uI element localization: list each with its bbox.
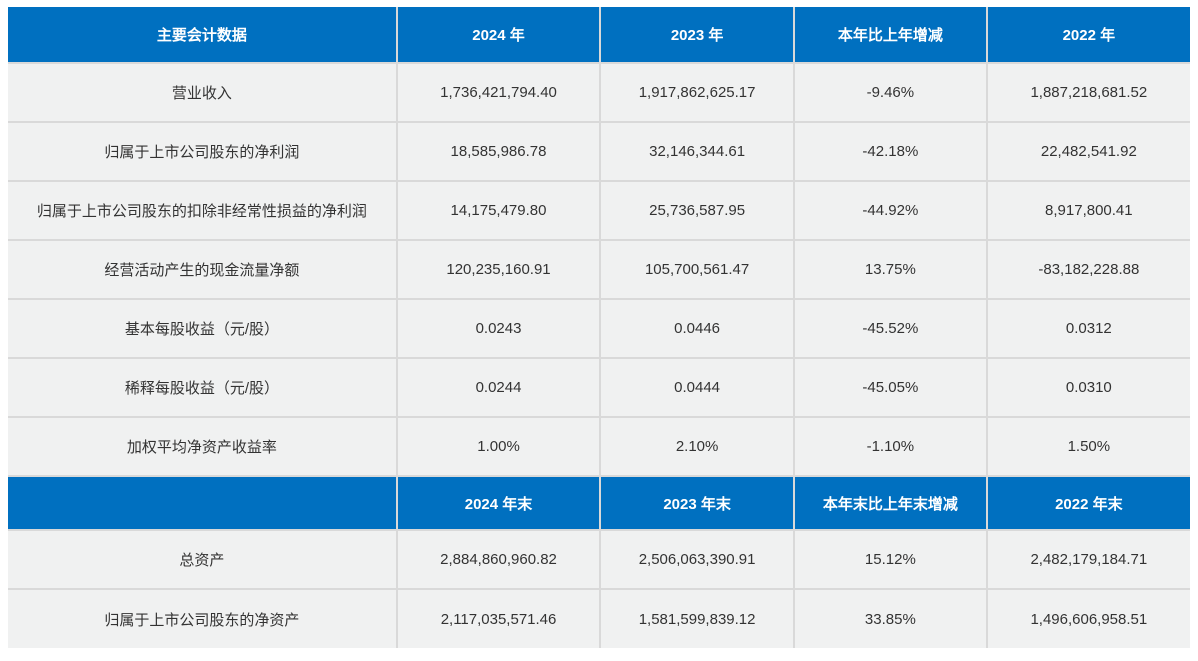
header-cell-2024-end: 2024 年末 bbox=[395, 475, 602, 531]
value-cell-2023: 25,736,587.95 bbox=[599, 180, 796, 241]
table-row-total-assets: 总资产 2,884,860,960.82 2,506,063,390.91 15… bbox=[8, 529, 1190, 590]
header-cell-2022-end: 2022 年末 bbox=[985, 475, 1190, 531]
year-end-header-row: 2024 年末 2023 年末 本年末比上年末增减 2022 年末 bbox=[8, 475, 1190, 531]
value-cell-2022: 8,917,800.41 bbox=[985, 180, 1190, 241]
row-label-cell: 归属于上市公司股东的净利润 bbox=[8, 121, 398, 182]
header-cell-empty bbox=[8, 475, 398, 531]
value-cell-2024: 120,235,160.91 bbox=[395, 239, 602, 300]
row-label-cell: 归属于上市公司股东的扣除非经常性损益的净利润 bbox=[8, 180, 398, 241]
value-cell-2024: 2,117,035,571.46 bbox=[395, 588, 602, 648]
row-label-cell: 基本每股收益（元/股） bbox=[8, 298, 398, 359]
row-label-cell: 加权平均净资产收益率 bbox=[8, 416, 398, 477]
value-cell-change: -45.52% bbox=[793, 298, 988, 359]
value-cell-2024: 0.0244 bbox=[395, 357, 602, 418]
value-cell-change: -42.18% bbox=[793, 121, 988, 182]
row-label-cell: 总资产 bbox=[8, 529, 398, 590]
value-cell-2022: -83,182,228.88 bbox=[985, 239, 1190, 300]
value-cell-2024: 1,736,421,794.40 bbox=[395, 62, 602, 123]
value-cell-2023: 0.0446 bbox=[599, 298, 796, 359]
value-cell-2022: 1,887,218,681.52 bbox=[985, 62, 1190, 123]
value-cell-2024: 2,884,860,960.82 bbox=[395, 529, 602, 590]
value-cell-2023: 1,917,862,625.17 bbox=[599, 62, 796, 123]
row-label-cell: 营业收入 bbox=[8, 62, 398, 123]
value-cell-change: 33.85% bbox=[793, 588, 988, 648]
value-cell-2022: 2,482,179,184.71 bbox=[985, 529, 1190, 590]
value-cell-2022: 22,482,541.92 bbox=[985, 121, 1190, 182]
row-label-cell: 经营活动产生的现金流量净额 bbox=[8, 239, 398, 300]
value-cell-change: 15.12% bbox=[793, 529, 988, 590]
value-cell-2024: 1.00% bbox=[395, 416, 602, 477]
value-cell-2022: 0.0312 bbox=[985, 298, 1190, 359]
value-cell-change: -1.10% bbox=[793, 416, 988, 477]
table-row-net-profit: 归属于上市公司股东的净利润 18,585,986.78 32,146,344.6… bbox=[8, 121, 1190, 182]
value-cell-change: 13.75% bbox=[793, 239, 988, 300]
header-cell-yoy-end-change: 本年末比上年末增减 bbox=[793, 475, 988, 531]
table-row-net-assets: 归属于上市公司股东的净资产 2,117,035,571.46 1,581,599… bbox=[8, 588, 1190, 648]
value-cell-2023: 2.10% bbox=[599, 416, 796, 477]
annual-header-row: 主要会计数据 2024 年 2023 年 本年比上年增减 2022 年 bbox=[8, 7, 1190, 64]
row-label-cell: 稀释每股收益（元/股） bbox=[8, 357, 398, 418]
value-cell-2022: 1.50% bbox=[985, 416, 1190, 477]
row-label-cell: 归属于上市公司股东的净资产 bbox=[8, 588, 398, 648]
header-cell-2022: 2022 年 bbox=[985, 7, 1190, 64]
value-cell-2024: 0.0243 bbox=[395, 298, 602, 359]
value-cell-2022: 1,496,606,958.51 bbox=[985, 588, 1190, 648]
value-cell-2023: 105,700,561.47 bbox=[599, 239, 796, 300]
value-cell-2023: 32,146,344.61 bbox=[599, 121, 796, 182]
header-cell-2023: 2023 年 bbox=[599, 7, 796, 64]
header-cell-2024: 2024 年 bbox=[395, 7, 602, 64]
table-row-weighted-avg-roe: 加权平均净资产收益率 1.00% 2.10% -1.10% 1.50% bbox=[8, 416, 1190, 477]
header-cell-title: 主要会计数据 bbox=[8, 7, 398, 64]
value-cell-2023: 2,506,063,390.91 bbox=[599, 529, 796, 590]
value-cell-change: -9.46% bbox=[793, 62, 988, 123]
table-row-basic-eps: 基本每股收益（元/股） 0.0243 0.0446 -45.52% 0.0312 bbox=[8, 298, 1190, 359]
table-row-operating-cash-flow: 经营活动产生的现金流量净额 120,235,160.91 105,700,561… bbox=[8, 239, 1190, 300]
header-cell-yoy-change: 本年比上年增减 bbox=[793, 7, 988, 64]
value-cell-2023: 1,581,599,839.12 bbox=[599, 588, 796, 648]
table-row-net-profit-excl-nonrecurring: 归属于上市公司股东的扣除非经常性损益的净利润 14,175,479.80 25,… bbox=[8, 180, 1190, 241]
value-cell-2024: 18,585,986.78 bbox=[395, 121, 602, 182]
value-cell-change: -45.05% bbox=[793, 357, 988, 418]
key-accounting-data-table: 主要会计数据 2024 年 2023 年 本年比上年增减 2022 年 营业收入… bbox=[8, 7, 1190, 648]
value-cell-2024: 14,175,479.80 bbox=[395, 180, 602, 241]
header-cell-2023-end: 2023 年末 bbox=[599, 475, 796, 531]
value-cell-2022: 0.0310 bbox=[985, 357, 1190, 418]
table-row-operating-revenue: 营业收入 1,736,421,794.40 1,917,862,625.17 -… bbox=[8, 62, 1190, 123]
table-row-diluted-eps: 稀释每股收益（元/股） 0.0244 0.0444 -45.05% 0.0310 bbox=[8, 357, 1190, 418]
value-cell-change: -44.92% bbox=[793, 180, 988, 241]
value-cell-2023: 0.0444 bbox=[599, 357, 796, 418]
